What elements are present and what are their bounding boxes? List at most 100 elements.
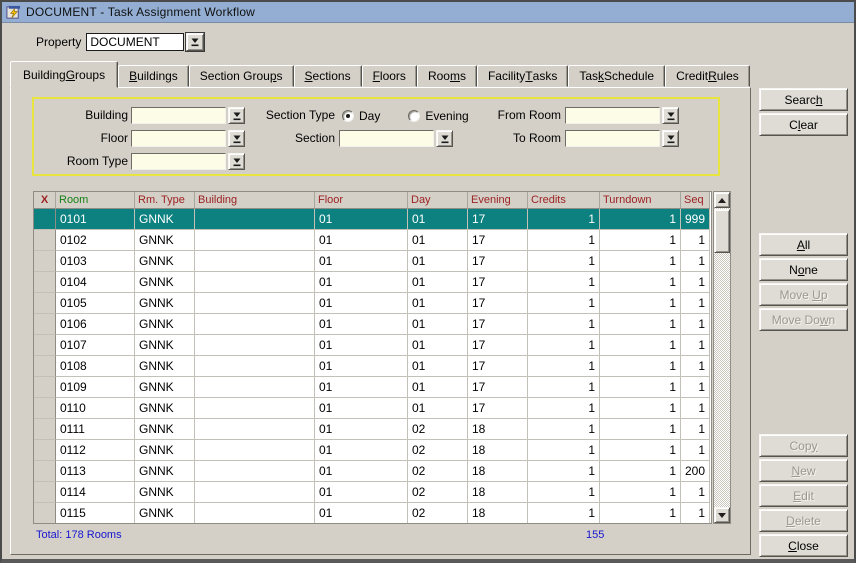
section-type-radio-day[interactable]: Day [342,109,380,123]
cell-floor: 01 [315,293,408,314]
floor-input[interactable] [131,130,226,147]
table-row[interactable]: 0112 GNNK 01 02 18 1 1 1 [34,440,711,461]
property-field-row: Property [36,33,205,51]
row-select-cell[interactable] [34,482,56,503]
tab-content-panel: Building Floor Room Type [10,87,751,555]
cell-seq: 1 [681,440,710,461]
property-lov-button[interactable] [186,33,205,51]
column-header-building: Building [195,192,315,209]
search-button[interactable]: Search [759,88,848,111]
table-row[interactable]: 0110 GNNK 01 01 17 1 1 1 [34,398,711,419]
table-row[interactable]: 0108 GNNK 01 01 17 1 1 1 [34,356,711,377]
building-lov-button[interactable] [228,107,245,124]
table-row[interactable]: 0107 GNNK 01 01 17 1 1 1 [34,335,711,356]
from-room-label: From Room [497,108,561,122]
table-vertical-scrollbar[interactable] [713,191,731,524]
table-row[interactable]: 0115 GNNK 01 02 18 1 1 1 [34,503,711,523]
to-room-field [565,130,679,147]
row-select-cell[interactable] [34,356,56,377]
cell-evening: 17 [468,356,528,377]
cell-building [195,482,315,503]
tab-section-groups[interactable]: Section Grou p s [188,65,294,87]
row-select-cell[interactable] [34,209,56,230]
section-type-radio-evening[interactable]: Evening [408,109,469,123]
table-row[interactable]: 0114 GNNK 01 02 18 1 1 1 [34,482,711,503]
section-lov-button[interactable] [436,130,453,147]
cell-building [195,440,315,461]
row-select-cell[interactable] [34,272,56,293]
row-select-cell[interactable] [34,419,56,440]
cell-evening: 17 [468,293,528,314]
tab-task-schedule[interactable]: Tas k Schedule [568,65,666,87]
table-row[interactable]: 0102 GNNK 01 01 17 1 1 1 [34,230,711,251]
cell-floor: 01 [315,251,408,272]
scroll-up-button[interactable] [714,192,730,208]
cell-building [195,356,315,377]
building-input[interactable] [131,107,226,124]
close-button[interactable]: Close [759,534,848,557]
table-row[interactable]: 0106 GNNK 01 01 17 1 1 1 [34,314,711,335]
row-select-cell[interactable] [34,440,56,461]
cell-evening: 17 [468,251,528,272]
room-type-field [131,153,245,170]
cell-turndown: 1 [600,230,681,251]
property-input[interactable] [86,33,185,51]
table-row[interactable]: 0104 GNNK 01 01 17 1 1 1 [34,272,711,293]
scroll-down-button[interactable] [714,507,730,523]
table-row[interactable]: 0113 GNNK 01 02 18 1 1 200 [34,461,711,482]
room-type-label: Room Type [66,154,128,168]
edit-button[interactable]: Edit [759,484,848,507]
cell-floor: 01 [315,230,408,251]
row-select-cell[interactable] [34,503,56,523]
tab-rooms[interactable]: Roo m s [416,65,477,87]
to-room-lov-button[interactable] [662,130,679,147]
copy-button[interactable]: Copy [759,434,848,457]
room-type-lov-button[interactable] [228,153,245,170]
cell-floor: 01 [315,482,408,503]
table-row[interactable]: 0101 GNNK 01 01 17 1 1 999 [34,209,711,230]
from-room-input[interactable] [565,107,660,124]
row-select-cell[interactable] [34,461,56,482]
cell-building [195,314,315,335]
table-row[interactable]: 0105 GNNK 01 01 17 1 1 1 [34,293,711,314]
new-button[interactable]: New [759,459,848,482]
row-select-cell[interactable] [34,398,56,419]
row-select-cell[interactable] [34,251,56,272]
scrollbar-thumb[interactable] [714,209,730,253]
room-type-input[interactable] [131,153,226,170]
clear-button[interactable]: Clear [759,113,848,136]
floor-lov-button[interactable] [228,130,245,147]
row-select-cell[interactable] [34,314,56,335]
from-room-lov-button[interactable] [662,107,679,124]
table-row[interactable]: 0103 GNNK 01 01 17 1 1 1 [34,251,711,272]
all-button[interactable]: All [759,233,848,256]
move-up-button[interactable]: Move Up [759,283,848,306]
to-room-input[interactable] [565,130,660,147]
none-button[interactable]: None [759,258,848,281]
row-select-cell[interactable] [34,230,56,251]
move-down-button[interactable]: Move Down [759,308,848,331]
cell-evening: 17 [468,272,528,293]
title-bar: DOCUMENT - Task Assignment Workflow [2,2,854,23]
row-select-cell[interactable] [34,377,56,398]
cell-room: 0105 [56,293,135,314]
cell-floor: 01 [315,377,408,398]
row-select-cell[interactable] [34,293,56,314]
rooms-table: X Room Rm. Type Building Floor Day Evening Cred… [33,191,712,524]
section-type-label: Section Type [265,108,335,122]
table-row[interactable]: 0109 GNNK 01 01 17 1 1 1 [34,377,711,398]
delete-button[interactable]: Delete [759,509,848,532]
row-select-cell[interactable] [34,335,56,356]
table-row[interactable]: 0111 GNNK 01 02 18 1 1 1 [34,419,711,440]
lov-dropdown-icon [233,135,240,143]
cell-room: 0108 [56,356,135,377]
cell-turndown: 1 [600,461,681,482]
section-input[interactable] [339,130,434,147]
